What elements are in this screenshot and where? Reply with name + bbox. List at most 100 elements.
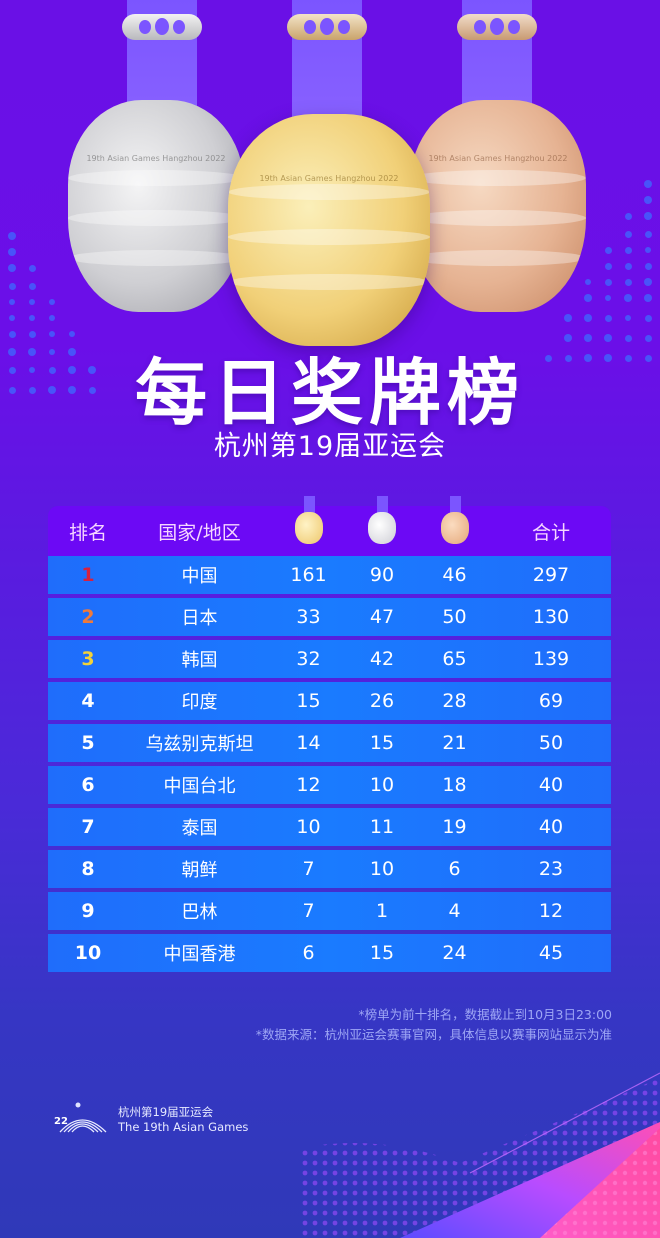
- rank-cell: 8: [81, 858, 95, 880]
- country-cell: 朝鲜: [181, 860, 218, 881]
- total-cell: 23: [538, 858, 564, 880]
- silver-cell: 15: [369, 942, 395, 964]
- bronze-cell: 19: [442, 816, 467, 838]
- silver-medal-icon: 19th Asian Games Hangzhou 2022: [68, 100, 244, 312]
- bronze-medal-icon: [440, 496, 469, 546]
- table-row: 9 巴林 7 1 4 12: [48, 892, 611, 930]
- gold-medal-icon: 19th Asian Games Hangzhou 2022: [228, 114, 430, 346]
- bronze-cell: 6: [448, 858, 461, 880]
- decorative-waves-icon: [300, 1072, 660, 1238]
- gold-clasp: [287, 14, 367, 40]
- silver-cell: 47: [369, 606, 395, 628]
- footnotes: *榜单为前十排名，数据截止到10月3日23:00 *数据来源：杭州亚运会赛事官网…: [256, 1005, 612, 1045]
- header-country: 国家/地区: [158, 521, 241, 544]
- bottom-decoration: [0, 1038, 660, 1238]
- rank-cell: 4: [81, 690, 95, 712]
- table-row: 10 中国香港 6 15 24 45: [48, 934, 611, 972]
- silver-cell: 10: [369, 858, 395, 880]
- rank-cell: 10: [74, 942, 102, 964]
- header-gold: [271, 496, 346, 556]
- gold-cell: 6: [302, 942, 315, 964]
- total-cell: 40: [538, 774, 564, 796]
- bronze-cell: 46: [442, 564, 467, 586]
- rank-cell: 6: [81, 774, 95, 796]
- right-dot-pattern: [540, 180, 660, 380]
- footer-name-cn: 杭州第19届亚运会: [118, 1105, 214, 1119]
- silver-cell: 10: [369, 774, 395, 796]
- header-bronze: [418, 496, 491, 556]
- left-dot-pattern: [0, 200, 120, 400]
- gold-cell: 7: [302, 900, 315, 922]
- bronze-cell: 18: [442, 774, 467, 796]
- country-cell: 韩国: [181, 650, 218, 671]
- table-row: 1 中国 161 90 46 297: [48, 556, 611, 594]
- rank-cell: 1: [81, 564, 95, 586]
- gold-cell: 7: [302, 858, 315, 880]
- gold-cell: 14: [296, 732, 321, 754]
- total-cell: 130: [532, 606, 570, 628]
- svg-text:22: 22: [54, 1116, 68, 1127]
- silver-clasp: [122, 14, 202, 40]
- country-cell: 中国台北: [163, 776, 236, 797]
- table-row: 3 韩国 32 42 65 139: [48, 640, 611, 678]
- total-cell: 139: [532, 648, 570, 670]
- page-subtitle: 杭州第19届亚运会: [213, 431, 447, 462]
- medals-hero-image: 19th Asian Games Hangzhou 2022 19th Asia…: [0, 0, 660, 346]
- bronze-medal-icon: 19th Asian Games Hangzhou 2022: [410, 100, 586, 312]
- table-row: 8 朝鲜 7 10 6 23: [48, 850, 611, 888]
- country-cell: 印度: [181, 692, 218, 713]
- header-rank: 排名: [68, 521, 107, 544]
- bronze-cell: 28: [442, 690, 467, 712]
- gold-cell: 15: [296, 690, 321, 712]
- silver-cell: 11: [369, 816, 395, 838]
- gold-cell: 32: [296, 648, 321, 670]
- footnote-data-source: *数据来源：杭州亚运会赛事官网，具体信息以赛事网站显示为准: [255, 1027, 612, 1042]
- table-row: 4 印度 15 26 28 69: [48, 682, 611, 720]
- rank-cell: 5: [81, 732, 95, 754]
- bronze-cell: 4: [448, 900, 461, 922]
- table-body: 1 中国 161 90 46 297 2 日本 33 47 50 130 3 韩…: [48, 556, 611, 972]
- total-cell: 50: [538, 732, 564, 754]
- gold-cell: 10: [296, 816, 321, 838]
- country-cell: 中国香港: [163, 944, 236, 965]
- bronze-clasp: [457, 14, 537, 40]
- table-row: 6 中国台北 12 10 18 40: [48, 766, 611, 804]
- gold-cell: 161: [290, 564, 327, 586]
- footer-name-en: The 19th Asian Games: [118, 1120, 249, 1134]
- bronze-cell: 65: [442, 648, 467, 670]
- table-row: 2 日本 33 47 50 130: [48, 598, 611, 636]
- silver-cell: 42: [369, 648, 395, 670]
- total-cell: 297: [532, 564, 570, 586]
- page-title: 每日奖牌榜: [134, 351, 525, 435]
- header-silver: [346, 496, 418, 556]
- medal-table: 排名 国家/地区 合计 1 中国 161 90 46 297: [48, 496, 611, 972]
- total-cell: 12: [538, 900, 564, 922]
- silver-cell: 26: [369, 690, 395, 712]
- rank-cell: 7: [81, 816, 95, 838]
- rank-cell: 9: [81, 900, 95, 922]
- silver-cell: 1: [375, 900, 389, 922]
- bronze-cell: 21: [442, 732, 467, 754]
- country-cell: 日本: [181, 608, 218, 629]
- total-cell: 69: [538, 690, 564, 712]
- silver-cell: 90: [369, 564, 395, 586]
- gold-cell: 12: [296, 774, 321, 796]
- rank-cell: 3: [81, 648, 95, 670]
- gold-medal-icon: [294, 496, 323, 546]
- asian-games-logo: 22 杭州第19届亚运会 The 19th Asian Games: [52, 1102, 248, 1138]
- country-cell: 泰国: [181, 818, 218, 839]
- table-row: 7 泰国 10 11 19 40: [48, 808, 611, 846]
- table-row: 5 乌兹别克斯坦 14 15 21 50: [48, 724, 611, 762]
- total-cell: 40: [538, 816, 564, 838]
- total-cell: 45: [538, 942, 564, 964]
- footnote-ranking-cutoff: *榜单为前十排名，数据截止到10月3日23:00: [358, 1007, 612, 1022]
- asian-games-logo-icon: 22: [52, 1102, 110, 1138]
- header-total: 合计: [531, 521, 570, 544]
- rank-cell: 2: [81, 606, 95, 628]
- country-cell: 乌兹别克斯坦: [145, 734, 254, 755]
- bronze-cell: 24: [442, 942, 467, 964]
- country-cell: 巴林: [181, 902, 218, 923]
- gold-cell: 33: [296, 606, 321, 628]
- silver-medal-icon: [368, 496, 396, 546]
- table-header: 排名 国家/地区 合计: [48, 496, 611, 556]
